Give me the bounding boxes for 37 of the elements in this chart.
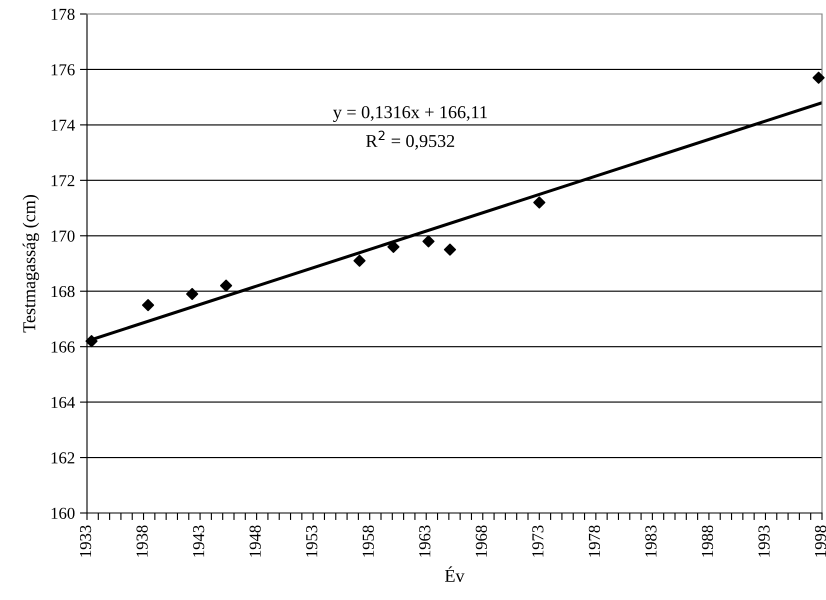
x-tick-label: 1988	[702, 525, 714, 557]
y-tick-label: 178	[52, 8, 75, 20]
x-tick-label: 1993	[758, 525, 770, 557]
y-tick-label: 166	[52, 341, 75, 353]
point	[353, 254, 366, 267]
y-tick-label: 160	[52, 508, 75, 519]
annotation: y = 0,1316x + 166,11	[333, 106, 487, 122]
x-tick-label: 1978	[588, 525, 600, 557]
y-tick-label: 162	[52, 452, 74, 464]
x-tick-label: 1968	[476, 525, 487, 557]
y-tick-label: 174	[52, 120, 75, 131]
point	[812, 72, 825, 84]
x-tick-label: 1938	[136, 525, 148, 557]
x-tick-label: 1933	[80, 525, 92, 557]
y-tick-label: 176	[52, 64, 75, 76]
y-tick-label: 168	[52, 286, 75, 298]
x-tick-label: 1983	[645, 525, 657, 557]
y-tick-label: 170	[52, 230, 75, 242]
point	[533, 196, 546, 209]
x-tick-label: 1958	[362, 525, 374, 557]
annotation: R$^{2}$ = 0,9532	[366, 130, 454, 150]
point	[186, 288, 198, 300]
x-tick-label: 1998	[814, 525, 826, 557]
point	[422, 235, 435, 248]
y-tick-label: 164	[52, 396, 75, 408]
point	[444, 244, 456, 256]
x-tick-label: 1943	[193, 525, 204, 557]
x-tick-label: 1953	[306, 525, 318, 557]
x-tick-label: 1973	[532, 525, 544, 557]
x-axis-title: Év	[444, 566, 465, 582]
x-tick-label: 1948	[250, 525, 261, 557]
y-axis-title: Testmagasság (cm)	[22, 194, 40, 332]
point	[142, 299, 154, 312]
point	[85, 335, 98, 348]
x-tick-label: 1963	[419, 525, 430, 557]
y-tick-label: 172	[52, 175, 74, 186]
point	[220, 280, 232, 292]
